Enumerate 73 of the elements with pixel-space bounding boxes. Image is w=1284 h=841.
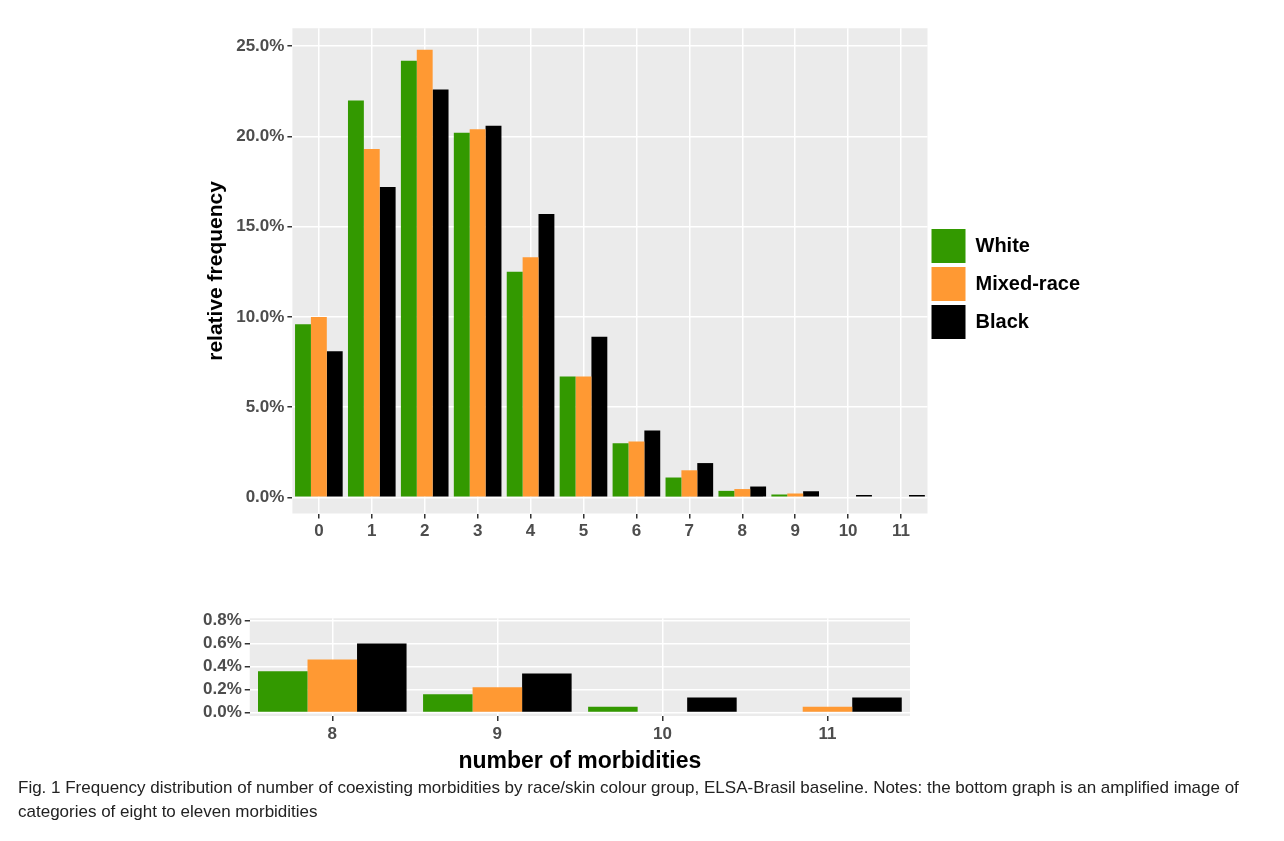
x-tick-label: 9: [790, 521, 800, 541]
y-tick-label: 5.0%: [245, 396, 285, 416]
bar: [347, 100, 364, 497]
y-tick-label: 0.0%: [203, 702, 242, 722]
x-tick-label: 11: [892, 521, 911, 541]
bar: [575, 376, 592, 497]
x-axis-title: number of morbidities: [458, 746, 702, 773]
bar: [310, 316, 327, 497]
x-tick-label: 2: [419, 521, 430, 541]
caption: Fig. 1 Frequency distribution of number of coexisting morbidities by race/skin colour group, ELSA-Brasil baseline. Notes: the bottom graph is an amplified image of categories of eight to eleven morbidities: [18, 777, 1240, 823]
legend-label: Mixed-race: [975, 271, 1081, 294]
bar: [363, 149, 380, 497]
bar: [423, 694, 473, 712]
bar: [357, 643, 407, 712]
bar: [295, 324, 311, 497]
bar: [379, 186, 396, 497]
bar: [559, 376, 576, 497]
bar: [681, 470, 698, 497]
bar: [469, 129, 486, 497]
y-tick-label: 10.0%: [236, 306, 285, 326]
bar: [416, 49, 433, 497]
x-tick-label: 9: [492, 723, 503, 743]
bar: [803, 491, 820, 497]
x-tick-label: 5: [578, 521, 589, 541]
legend-label: Black: [975, 309, 1030, 332]
x-tick-label: 3: [472, 521, 483, 541]
bar: [750, 486, 767, 497]
y-tick-label: 0.2%: [203, 679, 242, 699]
bar: [734, 489, 751, 497]
bar: [538, 214, 555, 497]
x-tick-label: 8: [737, 521, 747, 541]
bar: [628, 441, 645, 497]
x-tick-label: 7: [684, 521, 695, 541]
bar: [307, 659, 358, 712]
bar: [852, 697, 902, 712]
bar: [588, 706, 638, 712]
y-tick-label: 25.0%: [236, 35, 285, 55]
bar: [453, 132, 470, 497]
bar: [787, 493, 804, 497]
bar: [612, 443, 629, 497]
x-tick-label: 11: [818, 723, 837, 743]
y-tick-label: 0.6%: [203, 633, 242, 653]
bar: [432, 89, 449, 497]
bar: [718, 490, 735, 497]
x-tick-label: 8: [327, 723, 338, 743]
y-axis-title: relative frequency: [203, 180, 227, 361]
bar: [485, 125, 502, 497]
bar: [697, 463, 714, 497]
x-tick-label: 10: [652, 723, 672, 743]
bar: [591, 336, 608, 497]
x-tick-label: 4: [525, 521, 536, 541]
x-tick-label: 10: [838, 521, 858, 541]
y-tick-label: 20.0%: [236, 126, 285, 146]
x-tick-label: 6: [631, 521, 642, 541]
bar: [644, 430, 661, 497]
bar: [258, 671, 308, 712]
bar: [326, 351, 343, 497]
y-tick-label: 0.4%: [203, 656, 242, 676]
y-tick-label: 0.0%: [245, 487, 285, 507]
y-tick-label: 0.8%: [203, 610, 242, 630]
bar: [472, 687, 523, 712]
bar: [687, 697, 737, 712]
bar: [522, 257, 539, 497]
bar: [771, 494, 788, 497]
bar: [665, 477, 682, 497]
legend-label: White: [975, 233, 1030, 256]
bar: [506, 271, 523, 497]
x-tick-label: 1: [367, 521, 377, 541]
bar: [400, 60, 417, 497]
bar: [522, 673, 572, 712]
bar: [802, 706, 853, 712]
y-tick-label: 15.0%: [236, 216, 285, 236]
x-tick-label: 0: [314, 521, 324, 541]
